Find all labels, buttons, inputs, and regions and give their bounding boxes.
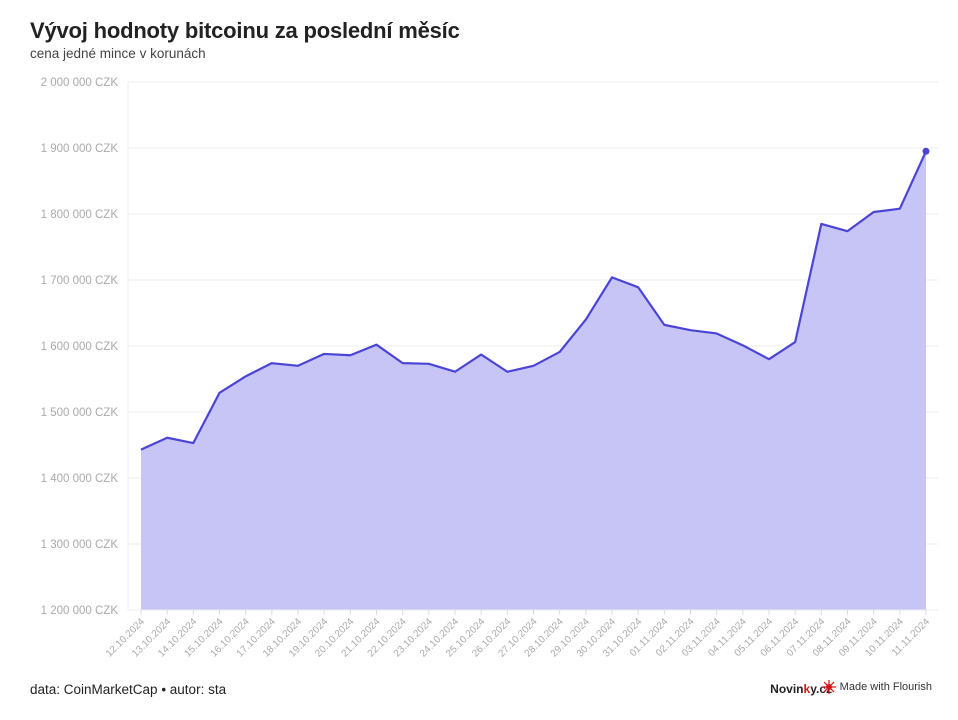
flourish-burst-icon — [821, 680, 836, 694]
brand-text-highlight: k — [803, 682, 811, 696]
y-tick-label: 1 200 000 CZK — [41, 605, 119, 617]
chart-subtitle: cena jedné mince v korunách — [30, 46, 206, 61]
series-line — [140, 150, 928, 451]
chart-title: Vývoj hodnoty bitcoinu za poslední měsíc — [30, 18, 460, 43]
flourish-credit[interactable]: Made with Flourish — [821, 680, 932, 694]
flourish-label: Made with Flourish — [839, 681, 932, 693]
brand-text-part1: Novin — [770, 682, 804, 696]
area-fill — [141, 151, 926, 611]
y-tick-label: 1 800 000 CZK — [41, 209, 119, 221]
y-tick-label: 1 300 000 CZK — [41, 539, 119, 551]
source-note: data: CoinMarketCap • autor: sta — [30, 682, 227, 697]
data-point — [922, 147, 930, 155]
y-tick-label: 1 700 000 CZK — [41, 275, 119, 287]
y-tick-label: 1 400 000 CZK — [41, 473, 119, 485]
y-tick-label: 1 500 000 CZK — [41, 407, 119, 419]
y-tick-label: 1 900 000 CZK — [41, 143, 119, 155]
y-tick-label: 1 600 000 CZK — [41, 341, 119, 353]
y-tick-label: 2 000 000 CZK — [41, 77, 119, 89]
